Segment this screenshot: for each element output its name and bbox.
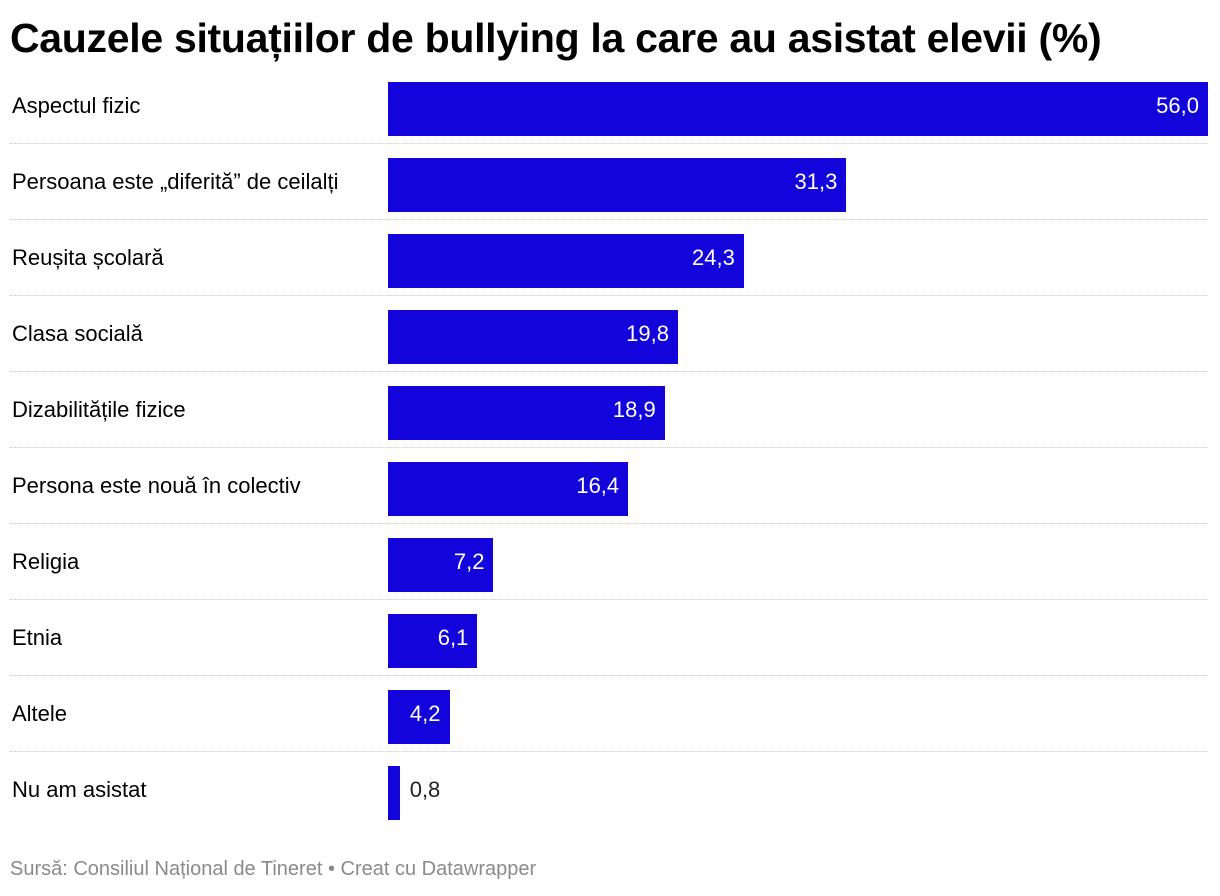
bar-row: Altele 4,2 [0, 676, 1220, 752]
bar-row: Persoana este „diferită” de ceilalți 31,3 [0, 144, 1220, 220]
row-divider [10, 219, 1208, 220]
category-label: Dizabilitățile fizice [12, 397, 186, 422]
bar [388, 462, 629, 516]
bar [388, 538, 494, 592]
row-divider [10, 447, 1208, 448]
value-label: 24,3 [692, 245, 735, 270]
value-label: 31,3 [794, 169, 838, 194]
category-label: Reușita școlară [12, 245, 164, 270]
bar-chart: Aspectul fizic 56,0 Persoana este „diferit… [0, 68, 1220, 838]
source-footer: Sursă: Consiliul Național de Tineret • C… [10, 858, 537, 880]
category-label: Aspectul fizic [12, 93, 141, 118]
row-divider [10, 751, 1208, 752]
value-label: 18,9 [612, 397, 656, 422]
category-label: Nu am asistat [12, 777, 147, 802]
value-label: 19,8 [626, 321, 669, 346]
category-label: Persona este nouă în colectiv [12, 473, 301, 498]
bar-row: Reușita școlară 24,3 [0, 220, 1220, 296]
category-label: Religia [12, 549, 80, 574]
bar [388, 158, 847, 212]
bar-row: Persona este nouă în colectiv 16,4 [0, 448, 1220, 524]
bar-row: Religia 7,2 [0, 524, 1220, 600]
row-divider [10, 371, 1208, 372]
bar-row: Aspectul fizic 56,0 [0, 68, 1220, 144]
row-divider [10, 295, 1208, 296]
category-label: Altele [12, 701, 68, 726]
category-label: Etnia [12, 625, 63, 650]
row-divider [10, 675, 1208, 676]
row-divider [10, 143, 1208, 144]
category-label: Persoana este „diferită” de ceilalți [12, 169, 339, 194]
value-label: 0,8 [409, 777, 441, 802]
bar-row: Etnia 6,1 [0, 600, 1220, 676]
bar [388, 766, 400, 820]
category-label: Clasa socială [12, 321, 143, 346]
bar [388, 386, 665, 440]
bar [388, 82, 1208, 136]
bar [388, 614, 478, 668]
chart-title: Cauzele situațiilor de bullying la care … [10, 15, 1102, 61]
bar-row: Nu am asistat 0,8 [0, 752, 1220, 828]
value-label: 16,4 [576, 473, 620, 498]
bar [388, 690, 450, 744]
value-label: 6,1 [437, 625, 469, 650]
bar [388, 234, 744, 288]
value-label: 56,0 [1156, 93, 1199, 118]
row-divider [10, 599, 1208, 600]
value-label: 7,2 [453, 549, 485, 574]
bar [388, 310, 678, 364]
bar-row: Dizabilitățile fizice 18,9 [0, 372, 1220, 448]
bar-row: Clasa socială 19,8 [0, 296, 1220, 372]
value-label: 4,2 [409, 701, 441, 726]
row-divider [10, 523, 1208, 524]
